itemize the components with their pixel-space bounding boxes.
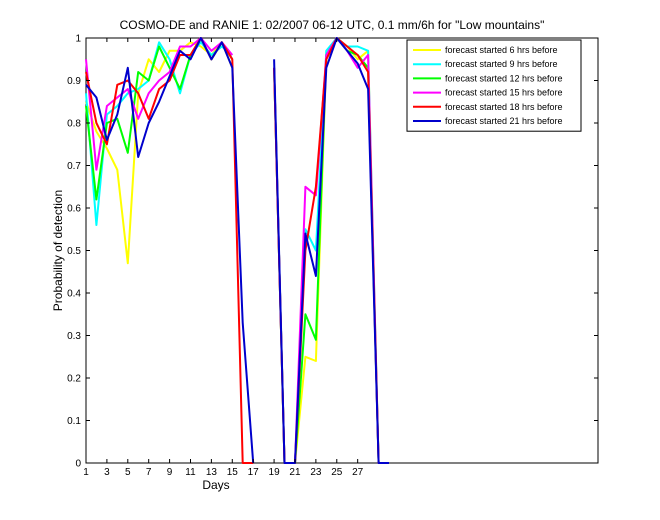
legend: forecast started 6 hrs before forecast st…: [406, 39, 582, 132]
y-tick-label: 0.8: [67, 119, 81, 130]
x-tick-label: 7: [146, 467, 152, 478]
y-axis-label: Probability of detection: [51, 190, 65, 311]
y-tick-label: 0.6: [67, 204, 81, 215]
legend-label-3: forecast started 12 hrs before: [445, 73, 563, 83]
y-tick-label: 1: [75, 34, 81, 45]
x-tick-label: 5: [125, 467, 131, 478]
x-tick-label: 15: [227, 467, 239, 478]
legend-box: [406, 39, 582, 132]
x-tick-label: 13: [206, 467, 218, 478]
chart-title: COSMO-DE and RANIE 1: 02/2007 06-12 UTC,…: [120, 18, 545, 32]
series-group: [85, 37, 389, 464]
y-tick-label: 0.1: [67, 416, 81, 427]
legend-label-1: forecast started 6 hrs before: [445, 45, 558, 55]
x-tick-label: 19: [269, 467, 281, 478]
y-tick-label: 0.3: [67, 331, 81, 342]
x-tick-label: 25: [331, 467, 343, 478]
y-tick-label: 0.4: [67, 289, 81, 300]
x-tick-label: 11: [185, 467, 196, 478]
x-tick-label: 1: [83, 467, 89, 478]
x-tick-label: 3: [104, 467, 110, 478]
legend-label-5: forecast started 18 hrs before: [445, 102, 563, 112]
x-tick-label: 23: [310, 467, 322, 478]
x-tick-label: 21: [289, 467, 301, 478]
x-axis: 1 3 5 7 9 11 13 15 17 19 21 23 25 27: [83, 38, 364, 478]
x-axis-label: Days: [202, 478, 229, 492]
legend-label-6: forecast started 21 hrs before: [445, 116, 563, 126]
y-tick-label: 0.2: [67, 374, 81, 385]
legend-label-4: forecast started 15 hrs before: [445, 88, 563, 98]
y-tick-label: 0.7: [67, 161, 81, 172]
y-tick-label: 0.5: [67, 246, 81, 257]
y-tick-label: 0.9: [67, 76, 81, 87]
x-tick-label: 27: [352, 467, 364, 478]
y-axis: 0 0.1 0.2 0.3 0.4 0.5 0.6 0.7 0.8 0.9 1: [67, 34, 598, 470]
legend-label-2: forecast started 9 hrs before: [445, 59, 558, 69]
y-tick-label: 0: [75, 459, 81, 470]
series-line-6: [85, 37, 389, 464]
x-tick-label: 9: [167, 467, 173, 478]
x-tick-label: 17: [248, 467, 260, 478]
